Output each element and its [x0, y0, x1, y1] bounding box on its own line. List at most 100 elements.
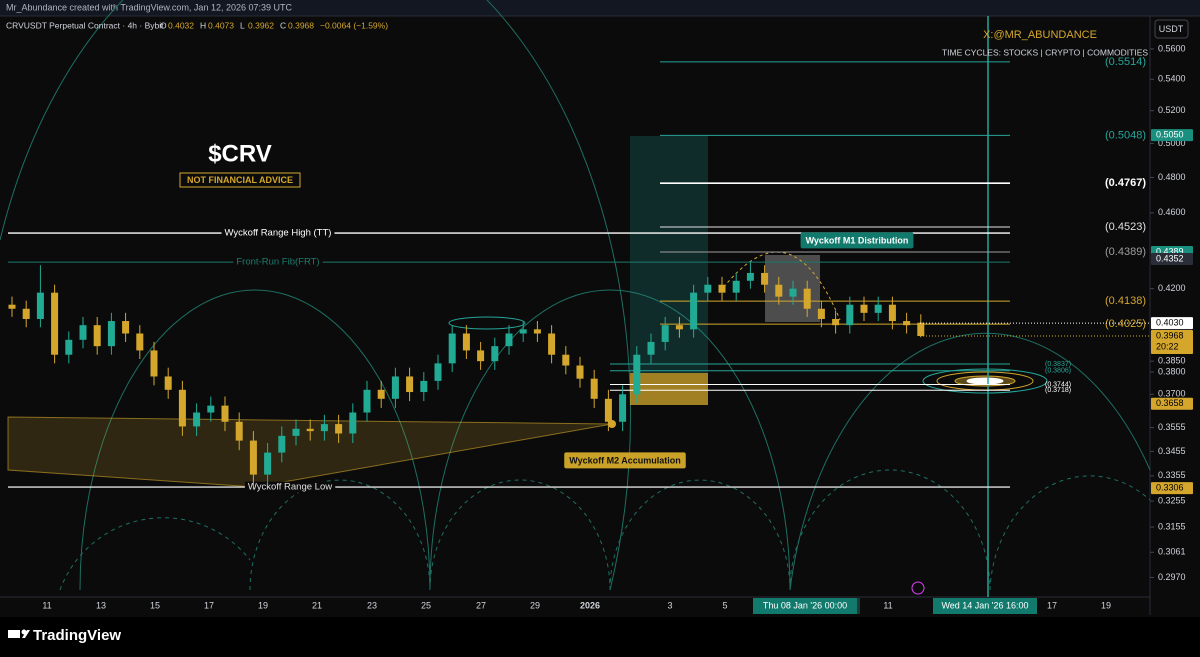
- currency-box: [1154, 19, 1189, 39]
- candle-body: [675, 325, 683, 330]
- level-label: (0.3744): [1045, 381, 1071, 388]
- x-tick-label: 13: [96, 600, 106, 610]
- y-tick-label: 0.5600: [1158, 43, 1186, 53]
- symbol: CRVUSDT Perpetual Contract · 4h · Bybit: [6, 20, 164, 30]
- x-tick-label: 3: [667, 600, 672, 610]
- x-tick-label: 5: [722, 600, 727, 610]
- candle-body: [193, 412, 201, 427]
- price-tag-label: 0.3306: [1156, 482, 1184, 492]
- brand: TradingView: [33, 627, 121, 644]
- candle-body: [661, 325, 669, 342]
- candle-body: [8, 304, 16, 309]
- x-tick-label: 17: [204, 600, 214, 610]
- candle-body: [576, 365, 584, 379]
- credit: Mr_Abundance created with TradingView.co…: [6, 2, 293, 12]
- candle-body: [349, 412, 357, 434]
- candle-body: [320, 424, 328, 432]
- candle-body: [690, 292, 698, 330]
- level-label: (0.3806): [1045, 368, 1071, 375]
- candle-body: [519, 329, 527, 334]
- level-label: (0.4523): [1105, 221, 1146, 233]
- level-label: (0.4025): [1105, 318, 1146, 330]
- candle-body: [178, 389, 186, 427]
- candle-body: [164, 376, 172, 390]
- candle-body: [93, 325, 101, 347]
- price-tag: [1151, 317, 1193, 330]
- legend-key: O: [160, 20, 167, 30]
- x-tick-label: 19: [258, 600, 268, 610]
- candle-body: [874, 304, 882, 313]
- candle-body: [22, 308, 30, 319]
- price-tag: [1151, 330, 1193, 355]
- tagline: TIME CYCLES: STOCKS | CRYPTO | COMMODITI…: [942, 47, 1148, 57]
- candle-body: [249, 440, 257, 475]
- y-tick-label: 0.3355: [1158, 470, 1186, 480]
- level-label: (0.4138): [1105, 295, 1146, 307]
- x-tick-label: 15: [150, 600, 160, 610]
- price-tag-label: 0.4030: [1156, 317, 1184, 327]
- level-label: (0.4389): [1105, 246, 1146, 258]
- y-tick-label: 0.3555: [1158, 422, 1186, 432]
- candle-body: [590, 378, 598, 399]
- level-label: (0.5048): [1105, 129, 1146, 141]
- level-label: (0.3837): [1045, 361, 1071, 368]
- candle-body: [477, 350, 485, 362]
- candle-body: [803, 288, 811, 309]
- x-tick-label: Wed 14 Jan '26 16:00: [941, 600, 1028, 610]
- candle-body: [789, 288, 797, 297]
- candle-body: [548, 333, 556, 355]
- candle-body: [264, 452, 272, 475]
- footer-bar: [0, 617, 1200, 657]
- candle-body: [363, 389, 371, 413]
- x-label-box: [933, 598, 1037, 614]
- x-tick-label: 23: [367, 600, 377, 610]
- candle-body: [278, 435, 286, 453]
- stop-zone: [630, 373, 708, 405]
- candle-body: [420, 380, 428, 393]
- candle-body: [122, 321, 130, 334]
- candle-body: [817, 308, 825, 319]
- countdown: 20:22: [1156, 341, 1179, 351]
- y-tick-label: 0.3455: [1158, 446, 1186, 456]
- price-tag-label: 0.4352: [1156, 253, 1184, 263]
- price-tag: [1151, 397, 1193, 410]
- candle-body: [746, 272, 754, 281]
- candle-body: [377, 389, 385, 399]
- candle-body: [221, 405, 229, 422]
- x-tick-label: 17: [1047, 600, 1057, 610]
- price-tag-label: 0.3658: [1156, 398, 1184, 408]
- candle-body: [704, 284, 712, 293]
- price-tag: [1151, 129, 1193, 142]
- price-tag-label: 0.3968: [1156, 330, 1184, 340]
- target-zone: [630, 136, 708, 373]
- candle-body: [292, 428, 300, 436]
- candle-body: [36, 292, 44, 319]
- cycle-arcs: [0, 0, 1151, 591]
- candle-body: [136, 333, 144, 351]
- candle-body: [718, 284, 726, 293]
- x-tick-label: 29: [530, 600, 540, 610]
- candle-body: [391, 376, 399, 399]
- alert-icon: [911, 581, 925, 595]
- y-tick-label: 0.4600: [1158, 207, 1186, 217]
- y-tick-label: 0.3061: [1158, 547, 1186, 557]
- annotation-label: Wyckoff Range High (TT): [225, 228, 332, 239]
- candle-body: [207, 405, 215, 413]
- x-tick-label: 21: [312, 600, 322, 610]
- candle-body: [888, 304, 896, 322]
- price-tag: [1151, 253, 1193, 266]
- candle-body: [846, 304, 854, 326]
- box-label: Wyckoff M2 Accumulation: [569, 455, 681, 465]
- candle-body: [107, 321, 115, 347]
- candle-body: [505, 333, 513, 347]
- candle-body: [79, 325, 87, 340]
- candle-body: [903, 321, 911, 326]
- x-tick-label: 19: [1101, 600, 1111, 610]
- candle-body: [491, 346, 499, 362]
- candle-body: [832, 318, 840, 326]
- candle-body: [732, 280, 740, 293]
- y-tick-label: 0.2970: [1158, 572, 1186, 582]
- header-bar: [0, 0, 1200, 16]
- level-label: (0.5514): [1105, 56, 1146, 68]
